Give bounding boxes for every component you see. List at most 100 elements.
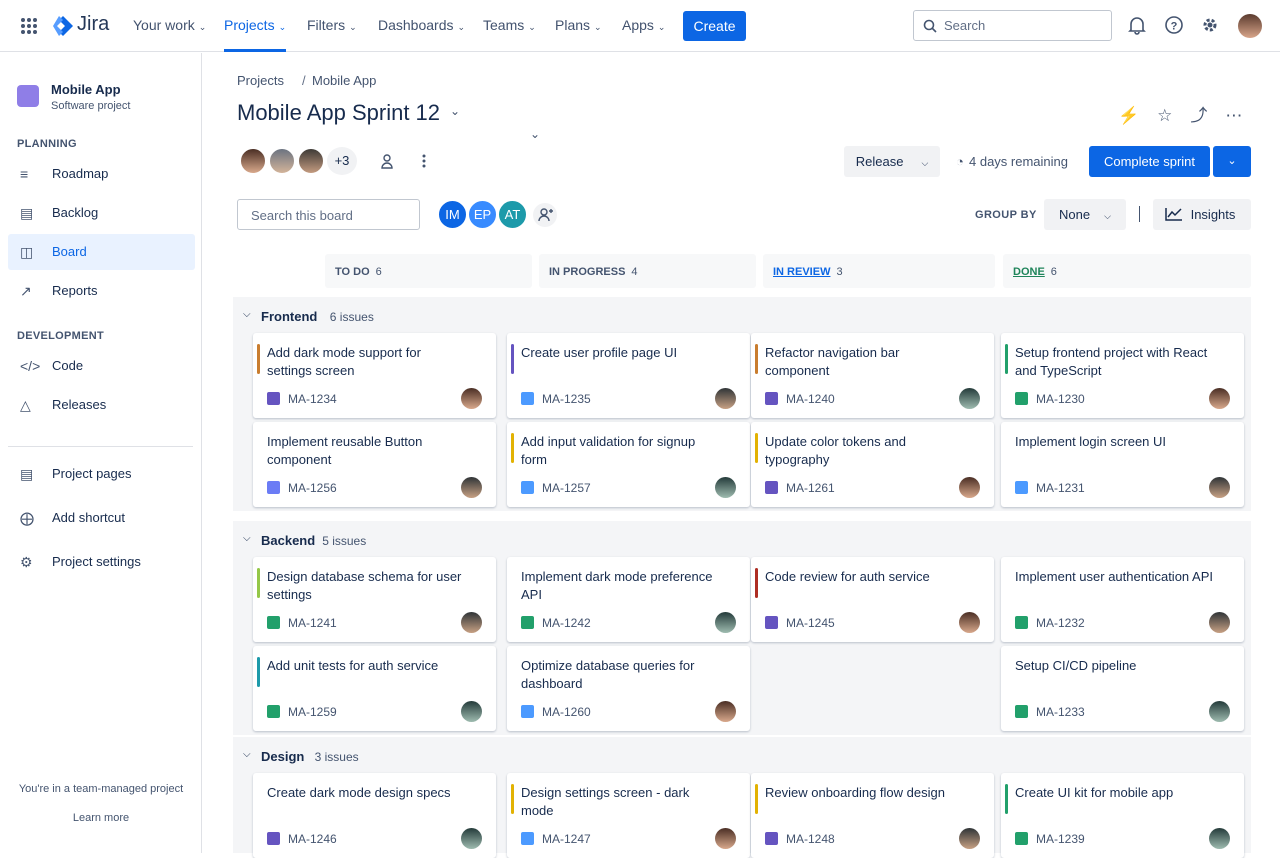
lane-toggle[interactable]: ⌵ — [243, 309, 251, 320]
group-by-select[interactable]: None ⌵ — [1044, 199, 1126, 230]
issue-key[interactable]: MA-1240 — [786, 392, 835, 406]
sidebar-item[interactable]: △ Releases — [8, 387, 195, 423]
assignee-avatar[interactable] — [715, 477, 736, 498]
lane-toggle[interactable]: ⌵ — [243, 749, 251, 760]
release-button[interactable]: Release ⌵ — [844, 146, 940, 177]
issue-card[interactable]: Implement login screen UI MA-1231 — [1001, 422, 1244, 507]
app-switcher[interactable] — [20, 17, 38, 35]
lane-toggle[interactable]: ⌵ — [243, 533, 251, 544]
board-search[interactable]: Search this board — [237, 199, 420, 230]
issue-card[interactable]: Refactor navigation bar component MA-1240 — [751, 333, 994, 418]
issue-card[interactable]: Add unit tests for auth service MA-1259 — [253, 646, 496, 731]
assignee-avatar[interactable] — [959, 477, 980, 498]
lane-name[interactable]: Design — [261, 749, 305, 764]
complete-sprint-menu[interactable]: ⌄ — [1213, 146, 1251, 177]
issue-card[interactable]: Setup CI/CD pipeline MA-1233 — [1001, 646, 1244, 731]
issue-key[interactable]: MA-1259 — [288, 705, 337, 719]
nav-item[interactable]: Plans ⌄ — [555, 0, 602, 52]
more-icon[interactable] — [420, 153, 428, 169]
issue-card[interactable]: Create dark mode design specs MA-1246 — [253, 773, 496, 858]
assignee-avatar[interactable] — [715, 612, 736, 633]
issue-key[interactable]: MA-1239 — [1036, 832, 1085, 846]
issue-key[interactable]: MA-1233 — [1036, 705, 1085, 719]
issue-key[interactable]: MA-1260 — [542, 705, 591, 719]
issue-key[interactable]: MA-1256 — [288, 481, 337, 495]
member-avatar[interactable] — [268, 147, 296, 175]
nav-item[interactable]: Dashboards ⌄ — [378, 0, 465, 52]
issue-key[interactable]: MA-1246 — [288, 832, 337, 846]
lane-name[interactable]: Frontend — [261, 309, 318, 324]
assignee-avatar[interactable] — [461, 388, 482, 409]
issue-card[interactable]: Implement dark mode preference API MA-124… — [507, 557, 750, 642]
create-button[interactable]: Create — [683, 11, 746, 41]
assignee-avatar[interactable] — [1209, 828, 1230, 849]
issue-card[interactable]: Create UI kit for mobile app MA-1239 — [1001, 773, 1244, 858]
member-avatar[interactable] — [239, 147, 267, 175]
assignee-avatar[interactable] — [959, 828, 980, 849]
complete-sprint-button[interactable]: Complete sprint — [1089, 146, 1210, 177]
sidebar-item[interactable]: ⨁ Add shortcut — [8, 500, 195, 536]
nav-item[interactable]: Filters ⌄ — [307, 0, 357, 52]
assignee-avatar[interactable] — [1209, 701, 1230, 722]
issue-card[interactable]: Implement user authentication API MA-1232 — [1001, 557, 1244, 642]
nav-item[interactable]: Your work ⌄ — [133, 0, 206, 52]
assignee-filter[interactable]: AT — [497, 199, 528, 230]
sidebar-item[interactable]: ◫ Board — [8, 234, 195, 270]
sidebar-item[interactable]: ⚙ Project settings — [8, 544, 195, 580]
help[interactable]: ? — [1164, 15, 1184, 35]
issue-card[interactable]: Design database schema for user settings… — [253, 557, 496, 642]
issue-card[interactable]: Review onboarding flow design MA-1248 — [751, 773, 994, 858]
nav-item[interactable]: Teams ⌄ — [483, 0, 536, 52]
dropdown[interactable]: ⌄ — [530, 127, 541, 141]
issue-card[interactable]: Add input validation for signup form MA-1… — [507, 422, 750, 507]
issue-key[interactable]: MA-1248 — [786, 832, 835, 846]
breadcrumb[interactable]: Projects — [237, 73, 284, 88]
column-name[interactable]: DONE — [1013, 266, 1045, 278]
assignee-avatar[interactable] — [1209, 612, 1230, 633]
issue-key[interactable]: MA-1235 — [542, 392, 591, 406]
nav-item[interactable]: Apps ⌄ — [622, 0, 665, 52]
issue-key[interactable]: MA-1247 — [542, 832, 591, 846]
issue-card[interactable]: Update color tokens and typography MA-126… — [751, 422, 994, 507]
issue-key[interactable]: MA-1231 — [1036, 481, 1085, 495]
issue-card[interactable]: Setup frontend project with React and Ty… — [1001, 333, 1244, 418]
person-icon[interactable] — [380, 153, 394, 169]
header-actions[interactable]: ⚡☆⤴⋯ — [1118, 106, 1261, 125]
assignee-filter[interactable]: EP — [467, 199, 498, 230]
assignee-filter[interactable]: IM — [437, 199, 468, 230]
sidebar-item[interactable]: </> Code — [8, 348, 195, 384]
assignee-avatar[interactable] — [461, 477, 482, 498]
assignee-avatar[interactable] — [1209, 388, 1230, 409]
assignee-avatar[interactable] — [461, 701, 482, 722]
issue-card[interactable]: Code review for auth service MA-1245 — [751, 557, 994, 642]
notifications[interactable] — [1127, 15, 1147, 35]
more-members[interactable]: +3 — [327, 147, 357, 175]
column-name[interactable]: IN REVIEW — [773, 266, 831, 278]
assignee-avatar[interactable] — [1209, 477, 1230, 498]
issue-card[interactable]: Design settings screen - dark mode MA-124… — [507, 773, 750, 858]
member-avatar[interactable] — [297, 147, 325, 175]
issue-key[interactable]: MA-1257 — [542, 481, 591, 495]
issue-card[interactable]: Implement reusable Button component MA-12… — [253, 422, 496, 507]
issue-key[interactable]: MA-1234 — [288, 392, 337, 406]
nav-item[interactable]: Projects ⌄ — [224, 0, 287, 52]
assignee-avatar[interactable] — [959, 612, 980, 633]
issue-card[interactable]: Optimize database queries for dashboard M… — [507, 646, 750, 731]
issue-card[interactable]: Create user profile page UI MA-1235 — [507, 333, 750, 418]
lane-name[interactable]: Backend — [261, 533, 316, 548]
breadcrumb[interactable]: Mobile App — [312, 73, 377, 88]
sidebar-item[interactable]: ≡ Roadmap — [8, 156, 195, 192]
add-people[interactable] — [533, 203, 557, 227]
sidebar-item[interactable]: ▤ Project pages — [8, 456, 195, 492]
sidebar-item[interactable]: ▤ Backlog — [8, 195, 195, 231]
issue-key[interactable]: MA-1230 — [1036, 392, 1085, 406]
issue-key[interactable]: MA-1241 — [288, 616, 337, 630]
assignee-avatar[interactable] — [959, 388, 980, 409]
title-dropdown[interactable]: ⌄ — [450, 104, 461, 118]
learn-more[interactable]: Learn more — [72, 812, 130, 824]
assignee-avatar[interactable] — [715, 828, 736, 849]
issue-key[interactable]: MA-1232 — [1036, 616, 1085, 630]
assignee-avatar[interactable] — [461, 828, 482, 849]
assignee-avatar[interactable] — [715, 701, 736, 722]
assignee-avatar[interactable] — [715, 388, 736, 409]
